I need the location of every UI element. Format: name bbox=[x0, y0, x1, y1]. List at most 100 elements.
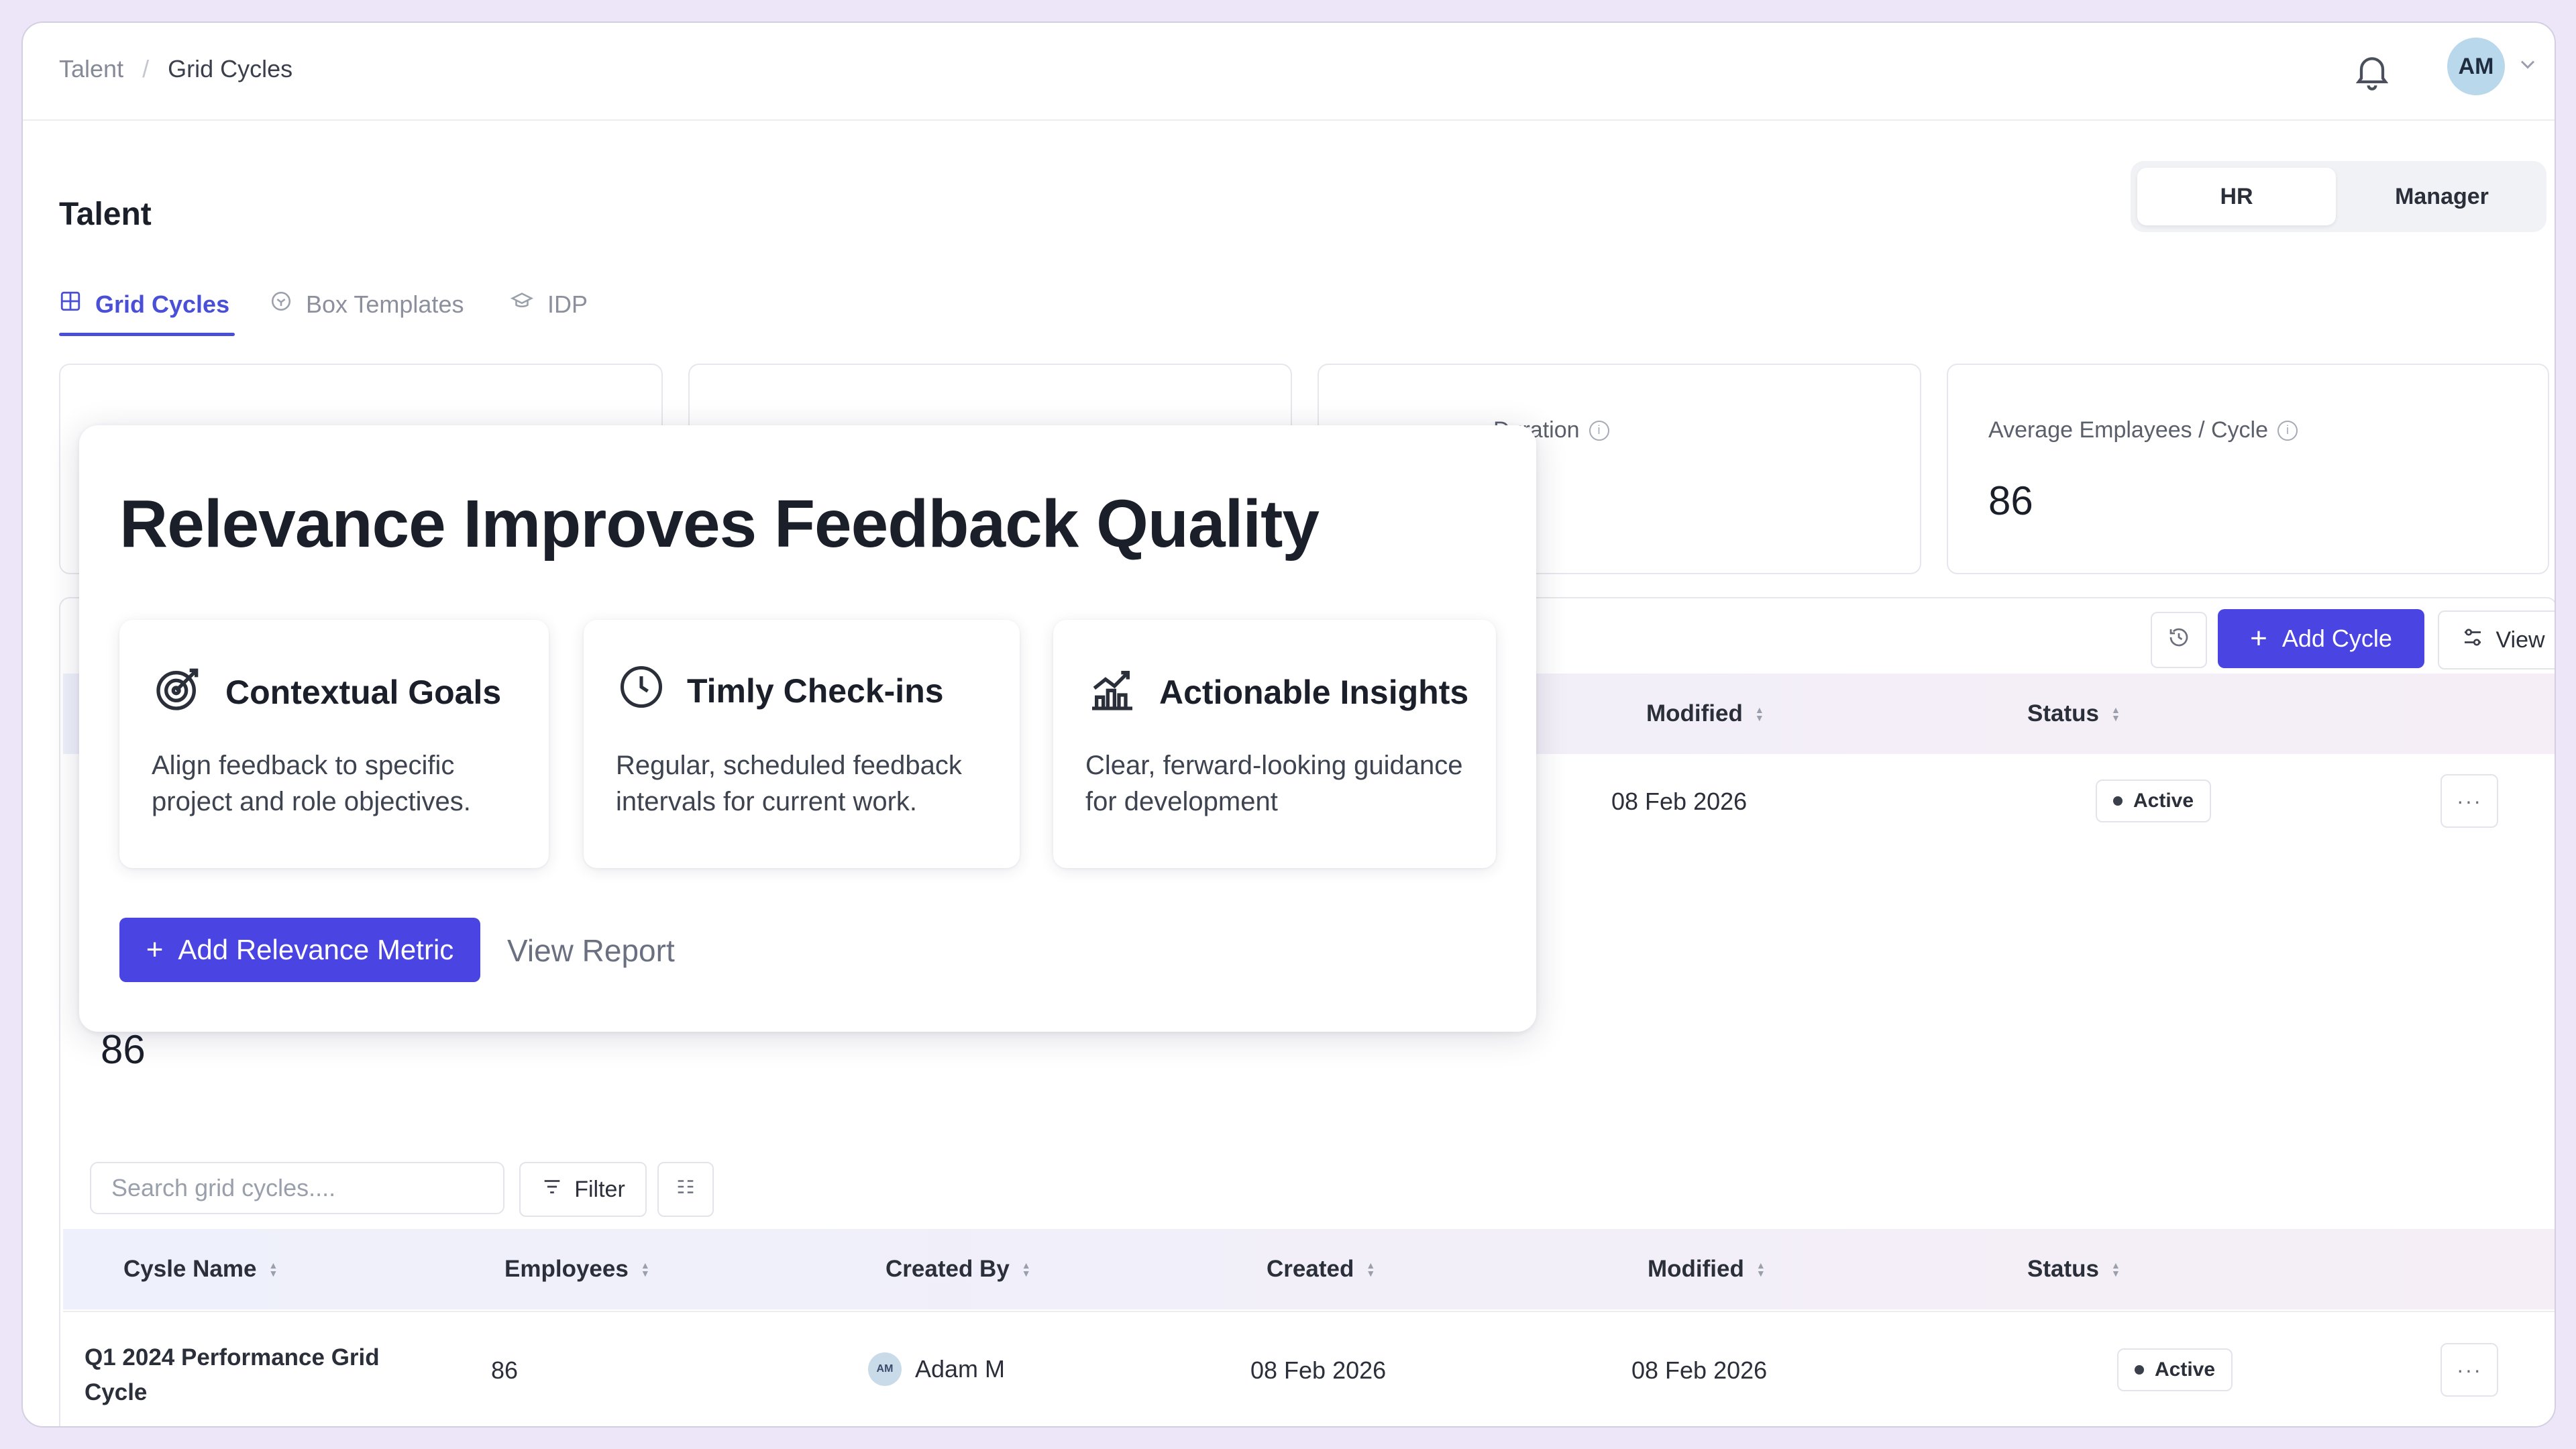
column-status-top[interactable]: Status ▲ ▼ bbox=[2027, 674, 2121, 754]
stat-label-text: Average Emplayees / Cycle bbox=[1988, 417, 2269, 443]
cell-cycle-name[interactable]: Q1 2024 Performance Grid Cycle bbox=[85, 1344, 380, 1405]
breadcrumb: Talent / Grid Cycles bbox=[59, 55, 292, 83]
column-label: Created By bbox=[885, 1256, 1010, 1282]
add-cycle-button[interactable]: + Add Cycle bbox=[2218, 609, 2424, 668]
role-hr-button[interactable]: HR bbox=[2137, 168, 2336, 225]
clock-icon bbox=[616, 661, 667, 720]
column-label: Created bbox=[1267, 1256, 1354, 1282]
feature-title: Contextual Goals bbox=[225, 674, 502, 711]
tab-box-templates[interactable]: Box Templates bbox=[270, 290, 464, 319]
sort-icon: ▲ ▼ bbox=[1756, 1260, 1766, 1279]
avatar[interactable]: AM bbox=[2447, 38, 2505, 95]
breadcrumb-separator: / bbox=[142, 55, 150, 83]
feature-description: Clear, ferward-looking guidance for deve… bbox=[1085, 751, 1463, 816]
column-label: Employees bbox=[504, 1256, 629, 1282]
feature-header: Timly Check-ins bbox=[616, 661, 944, 720]
relevance-popover: Relevance Improves Feedback Quality Cont… bbox=[79, 425, 1536, 1032]
tab-idp[interactable]: IDP bbox=[510, 290, 588, 319]
column-modified-top[interactable]: Modified ▲ ▼ bbox=[1646, 674, 1764, 754]
more-actions-button[interactable]: ··· bbox=[2440, 1343, 2498, 1397]
target-icon bbox=[152, 661, 205, 723]
bell-icon[interactable] bbox=[2351, 50, 2394, 93]
add-relevance-metric-label: Add Relevance Metric bbox=[178, 934, 454, 965]
filter-icon bbox=[541, 1175, 564, 1204]
page-title: Talent bbox=[59, 197, 152, 232]
column-label: Status bbox=[2027, 1256, 2099, 1282]
feature-card-check-ins: Timly Check-ins Regular, scheduled feedb… bbox=[584, 620, 1020, 868]
stat-value-avg: 86 bbox=[1988, 478, 2033, 523]
history-icon bbox=[2167, 625, 2191, 655]
status-dot bbox=[2113, 796, 2123, 806]
plus-icon: + bbox=[146, 933, 164, 966]
table-row[interactable]: Q1 2024 Performance Grid Cycle 86 AM Ada… bbox=[63, 1312, 2555, 1426]
stat-label-avg: Average Emplayees / Cycle i bbox=[1988, 417, 2298, 443]
graduation-cap-icon bbox=[510, 290, 534, 319]
breadcrumb-current: Grid Cycles bbox=[168, 55, 293, 83]
view-label: View bbox=[2496, 627, 2545, 653]
info-icon[interactable]: i bbox=[2277, 420, 2298, 441]
app-window: Talent / Grid Cycles AM Talent HR Manage… bbox=[21, 21, 2556, 1428]
tab-label: IDP bbox=[547, 290, 588, 318]
tab-grid-cycles[interactable]: Grid Cycles bbox=[59, 290, 229, 319]
column-status[interactable]: Status ▲ ▼ bbox=[2027, 1229, 2121, 1309]
cell-employees: 86 bbox=[491, 1356, 519, 1384]
sort-icon: ▲ ▼ bbox=[2110, 704, 2121, 723]
column-modified[interactable]: Modified ▲ ▼ bbox=[1648, 1229, 1766, 1309]
columns-icon bbox=[674, 1175, 697, 1204]
sort-icon: ▲ ▼ bbox=[1021, 1260, 1031, 1279]
feature-header: Actionable Insights bbox=[1085, 661, 1468, 723]
feature-title: Actionable Insights bbox=[1159, 674, 1469, 711]
popover-title: Relevance Improves Feedback Quality bbox=[119, 486, 1320, 561]
add-relevance-metric-button[interactable]: + Add Relevance Metric bbox=[119, 918, 480, 982]
status-badge: Active bbox=[2096, 780, 2212, 822]
history-button[interactable] bbox=[2151, 612, 2207, 668]
role-manager-button[interactable]: Manager bbox=[2395, 183, 2489, 209]
active-tab-indicator bbox=[59, 333, 235, 336]
stat-card-avg-employees: Average Emplayees / Cycle i 86 bbox=[1947, 364, 2549, 574]
column-cycle-name[interactable]: Cysle Name ▲ ▼ bbox=[123, 1229, 278, 1309]
feature-title: Timly Check-ins bbox=[687, 672, 944, 710]
role-toggle: HR Manager bbox=[2131, 161, 2546, 232]
column-label: Modified bbox=[1646, 700, 1743, 727]
feature-description: Regular, scheduled feedback intervals fo… bbox=[616, 751, 962, 816]
cell-created: 08 Feb 2026 bbox=[1250, 1356, 1387, 1384]
stat-value-partial: 86 bbox=[101, 1027, 146, 1072]
columns-button[interactable] bbox=[657, 1162, 714, 1217]
status-dot bbox=[2135, 1365, 2144, 1375]
creator-name: Adam M bbox=[915, 1355, 1006, 1383]
status-label: Active bbox=[2133, 790, 2194, 812]
filter-button[interactable]: Filter bbox=[519, 1162, 647, 1217]
breadcrumb-talent[interactable]: Talent bbox=[59, 55, 124, 83]
sort-icon: ▲ ▼ bbox=[640, 1260, 650, 1279]
cell-created-by: AM Adam M bbox=[868, 1352, 1005, 1386]
column-created-by[interactable]: Created By ▲ ▼ bbox=[885, 1229, 1031, 1309]
chevron-down-icon[interactable] bbox=[2516, 52, 2540, 76]
column-label: Modified bbox=[1648, 1256, 1744, 1282]
column-label: Status bbox=[2027, 700, 2099, 727]
view-report-link[interactable]: View Report bbox=[507, 933, 675, 968]
filter-label: Filter bbox=[574, 1176, 625, 1202]
column-created[interactable]: Created ▲ ▼ bbox=[1267, 1229, 1375, 1309]
more-actions-button[interactable]: ··· bbox=[2440, 774, 2498, 828]
view-button[interactable]: View bbox=[2438, 610, 2555, 669]
search-input[interactable]: Search grid cycles.... bbox=[90, 1162, 504, 1214]
sort-icon: ▲ ▼ bbox=[2110, 1260, 2121, 1279]
row-divider bbox=[63, 1311, 2555, 1312]
status-label: Active bbox=[2155, 1358, 2216, 1381]
feature-description: Align feedback to specific project and r… bbox=[152, 751, 471, 816]
cell-modified-top: 08 Feb 2026 bbox=[1611, 788, 1748, 815]
cube-icon bbox=[270, 290, 292, 319]
grid-icon bbox=[59, 290, 82, 319]
column-employees[interactable]: Employees ▲ ▼ bbox=[504, 1229, 650, 1309]
column-label: Cysle Name bbox=[123, 1256, 257, 1282]
status-badge: Active bbox=[2117, 1348, 2233, 1391]
feature-header: Contextual Goals bbox=[152, 661, 501, 723]
sort-icon: ▲ ▼ bbox=[268, 1260, 278, 1279]
feature-card-insights: Actionable Insights Clear, ferward-looki… bbox=[1053, 620, 1496, 868]
sort-icon: ▲ ▼ bbox=[1754, 704, 1764, 723]
sliders-icon bbox=[2461, 625, 2485, 655]
add-cycle-label: Add Cycle bbox=[2282, 625, 2392, 652]
plus-icon: + bbox=[2250, 622, 2267, 655]
top-bar: Talent / Grid Cycles AM bbox=[23, 23, 2555, 121]
info-icon[interactable]: i bbox=[1589, 420, 1609, 441]
